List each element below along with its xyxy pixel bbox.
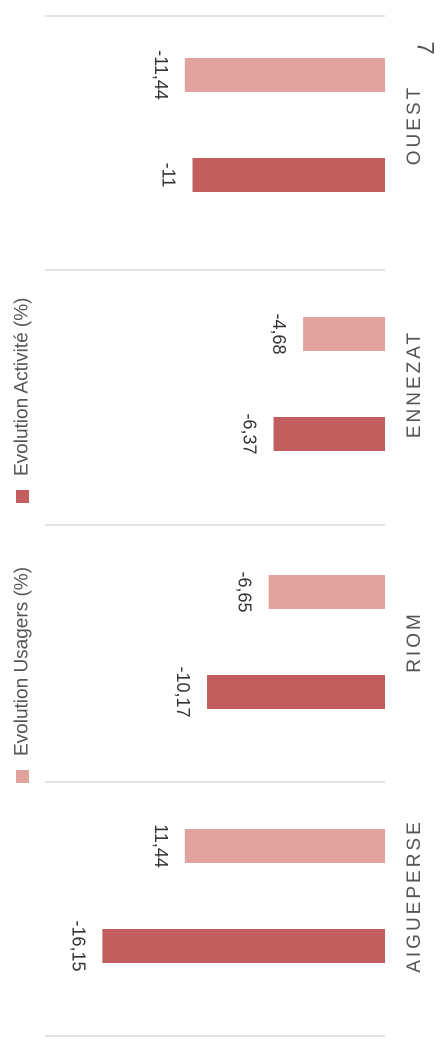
category-label-riom: RIOM — [404, 611, 425, 673]
category-label-ennezat: ENNEZAT — [404, 330, 425, 438]
data-label-usagers-riom: -6,65 — [235, 571, 255, 612]
legend-swatch-usagers — [16, 770, 29, 783]
data-label-usagers-ouest: -11,44 — [151, 50, 171, 100]
bar-activite-riom — [207, 675, 385, 709]
data-label-activite-aigueperse: -16,15 — [68, 920, 88, 971]
data-label-activite-riom: -10,17 — [173, 666, 193, 717]
bar-activite-aigueperse — [102, 929, 385, 963]
bar-activite-ennezat — [273, 417, 385, 451]
bar-usagers-riom — [268, 575, 385, 609]
data-label-activite-ennezat: -6,37 — [240, 413, 260, 454]
data-label-usagers-ennezat: -4,68 — [269, 313, 289, 354]
bar-usagers-ouest — [184, 58, 385, 92]
page-number: 7 — [411, 41, 439, 55]
legend-label-activite: Evolution Activité (%) — [12, 298, 33, 476]
data-label-usagers-aigueperse: 11,44 — [151, 824, 171, 868]
legend-swatch-activite — [16, 490, 29, 503]
legend-label-usagers: Evolution Usagers (%) — [12, 567, 33, 756]
bar-activite-ouest — [192, 158, 385, 192]
bar-usagers-aigueperse — [184, 829, 385, 863]
category-label-ouest: OUEST — [404, 85, 425, 165]
category-label-aigueperse: AIGUEPERSE — [404, 819, 425, 973]
bar-usagers-ennezat — [303, 317, 385, 351]
data-label-activite-ouest: -11 — [159, 163, 179, 188]
